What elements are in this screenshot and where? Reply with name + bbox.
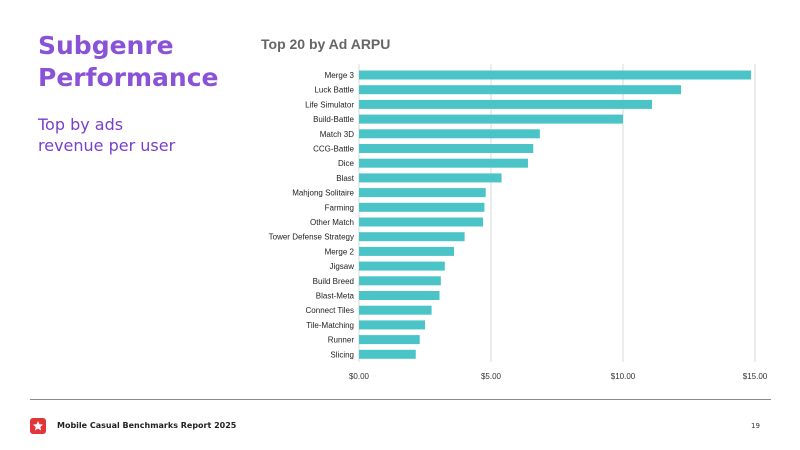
- bar: [359, 188, 486, 198]
- report-title: Mobile Casual Benchmarks Report 2025: [57, 421, 237, 430]
- category-label: Merge 2: [325, 247, 355, 256]
- bar: [359, 335, 420, 345]
- slide-subtitle-line1: Top by ads: [38, 115, 124, 134]
- category-label: Runner: [328, 336, 355, 345]
- slide-subtitle: Top by ads revenue per user: [38, 114, 175, 156]
- category-label: Slicing: [330, 350, 354, 359]
- category-label: CCG-Battle: [313, 145, 354, 154]
- category-label: Dice: [338, 159, 355, 168]
- bar: [359, 349, 416, 359]
- brand-logo: [30, 418, 46, 434]
- slide-subtitle-line2: revenue per user: [38, 136, 176, 155]
- bar: [359, 129, 540, 139]
- category-label: Farming: [325, 203, 354, 212]
- page-number: 19: [751, 422, 760, 430]
- category-label: Connect Tiles: [306, 306, 354, 315]
- bar: [359, 99, 653, 109]
- star-icon: [33, 421, 43, 431]
- category-label: Tower Defense Strategy: [269, 233, 354, 242]
- category-label: Blast: [336, 174, 355, 183]
- bar: [359, 246, 455, 256]
- category-label: Life Simulator: [305, 100, 354, 109]
- category-label: Other Match: [310, 218, 354, 227]
- bar: [359, 144, 534, 153]
- category-label: Blast-Meta: [316, 292, 355, 301]
- category-label: Luck Battle: [314, 86, 354, 95]
- x-tick-label: $10.00: [611, 372, 636, 381]
- category-label: Build-Battle: [313, 115, 354, 124]
- category-label: Match 3D: [320, 130, 354, 139]
- category-label: Tile-Matching: [306, 321, 354, 330]
- slide-title: Subgenre Performance: [38, 30, 218, 94]
- slide-title-line1: Subgenre: [38, 31, 174, 60]
- bar: [359, 261, 445, 271]
- bar: [359, 158, 528, 168]
- bar: [359, 85, 682, 95]
- category-label: Jigsaw: [330, 262, 355, 271]
- x-tick-label: $15.00: [743, 372, 768, 381]
- x-tick-label: $0.00: [349, 372, 370, 381]
- bar-chart: $0.00 $5.00 $10.00 $15.00 Merge 3 Luck Battle…: [269, 64, 768, 381]
- category-label: Mahjong Solitaire: [292, 189, 354, 198]
- bar: [359, 305, 432, 315]
- x-tick-label: $5.00: [481, 372, 502, 381]
- bar: [359, 70, 752, 80]
- bar: [359, 217, 484, 227]
- bar: [359, 202, 485, 212]
- bar: [359, 114, 623, 124]
- slide-title-line2: Performance: [38, 63, 219, 92]
- category-label: Build Breed: [313, 277, 354, 286]
- bar: [359, 232, 465, 242]
- bar: [359, 320, 425, 330]
- category-label: Merge 3: [325, 71, 355, 80]
- bar: [359, 276, 441, 286]
- footer-divider: [30, 399, 771, 400]
- bar: [359, 291, 440, 300]
- chart-title: Top 20 by Ad ARPU: [261, 36, 391, 52]
- bar: [359, 173, 502, 183]
